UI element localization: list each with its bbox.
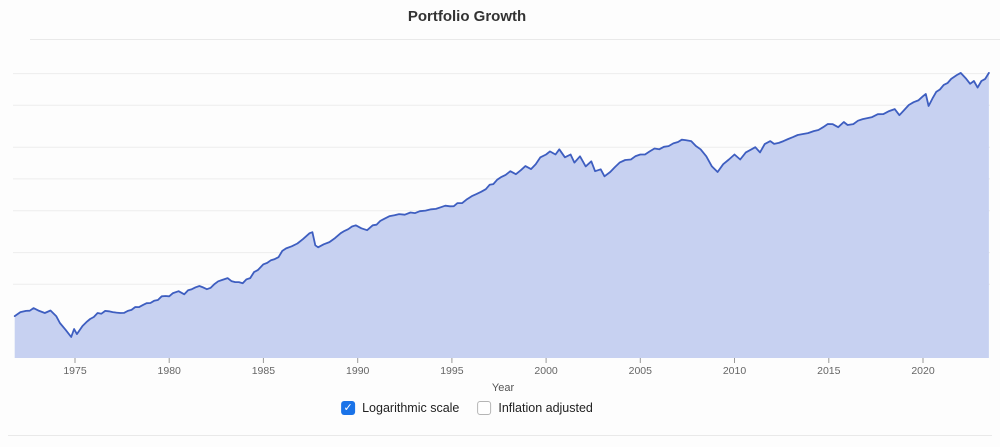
portfolio-growth-chart: 1975 1980 1985 1990 1995 2000 2005 2010 2015 2020… <box>13 55 990 394</box>
x-tick-label: 1985 <box>252 365 276 377</box>
growth-line <box>13 72 990 338</box>
logarithmic-scale-label: Logarithmic scale <box>362 401 460 415</box>
page-title: Portfolio Growth <box>407 8 527 25</box>
checkbox-checked-icon[interactable]: ✓ <box>341 401 356 415</box>
x-tick-label: 2005 <box>629 365 653 377</box>
chart-options-row: ✓ Logarithmic scale Inflation adjusted <box>341 401 593 415</box>
bottom-divider <box>8 435 992 436</box>
x-axis-title: Year <box>492 382 515 394</box>
x-tick-label: 2020 <box>911 365 935 377</box>
x-tick-label: 2010 <box>723 365 747 377</box>
inflation-adjusted-checkbox[interactable]: Inflation adjusted <box>477 401 593 415</box>
checkbox-unchecked-icon[interactable] <box>477 401 492 415</box>
inflation-adjusted-label: Inflation adjusted <box>498 401 593 415</box>
x-axis-ticks <box>74 358 924 363</box>
x-tick-label: 2015 <box>817 365 841 377</box>
x-tick-label: 1990 <box>346 365 370 377</box>
growth-area-fill <box>14 72 989 359</box>
x-tick-label: 2000 <box>534 365 558 377</box>
x-axis-tick-labels: 1975 1980 1985 1990 1995 2000 2005 2010 2015 2020 <box>63 365 935 377</box>
x-tick-label: 1975 <box>63 365 87 377</box>
chart-plot-area[interactable] <box>13 55 990 358</box>
logarithmic-scale-checkbox[interactable]: ✓ Logarithmic scale <box>341 401 459 415</box>
top-divider <box>30 39 1000 40</box>
x-tick-label: 1995 <box>440 365 464 377</box>
x-tick-label: 1980 <box>158 365 182 377</box>
